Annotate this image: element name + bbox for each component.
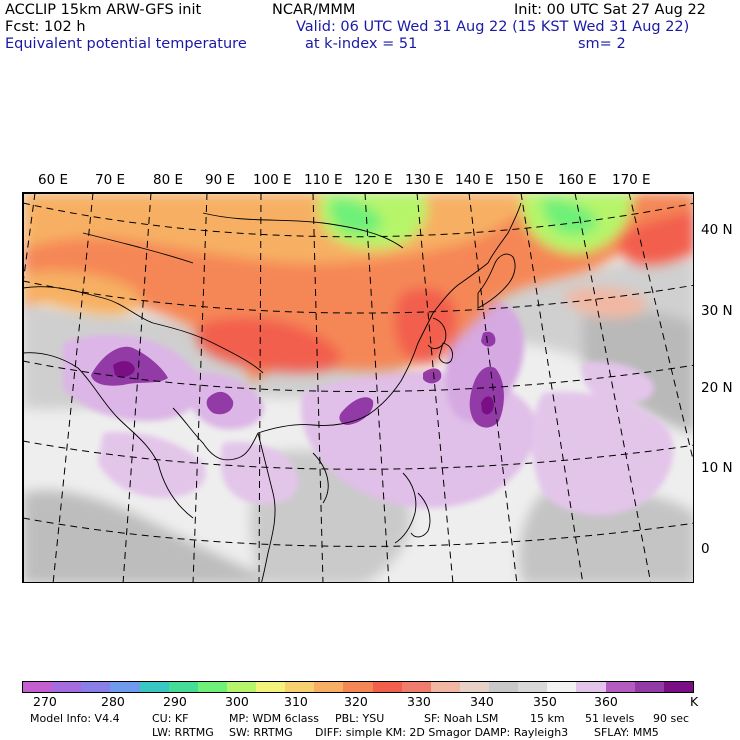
map-frame: [23, 193, 693, 582]
footer-sflay: SFLAY: MM5: [594, 726, 659, 739]
colorbar-swatch: [605, 682, 635, 692]
valid-time: Valid: 06 UTC Wed 31 Aug 22 (15 KST Wed …: [296, 19, 690, 35]
lon-label: 120 E: [354, 172, 393, 188]
colorbar-swatch: [81, 682, 111, 692]
lat-label: 40 N: [701, 222, 733, 238]
footer-lw: LW: RRTMG: [152, 726, 214, 739]
colorbar-swatch: [168, 682, 198, 692]
lon-label: 140 E: [455, 172, 494, 188]
lon-label: 60 E: [38, 172, 68, 188]
footer-mp: MP: WDM 6class: [229, 712, 319, 725]
colorbar-swatch: [430, 682, 460, 692]
lat-label: 30 N: [701, 303, 733, 319]
colorbar-swatch: [256, 682, 286, 692]
colorbar-label: 350: [533, 694, 557, 709]
colorbar-label: 330: [407, 694, 431, 709]
colorbar-swatch: [314, 682, 344, 692]
footer-levels: 51 levels: [585, 712, 635, 725]
init-time: Init: 00 UTC Sat 27 Aug 22: [514, 2, 706, 18]
graticule: [23, 193, 693, 582]
lon-label: 150 E: [505, 172, 544, 188]
colorbar-swatch: [489, 682, 519, 692]
level-info: at k-index = 51: [305, 36, 418, 52]
lat-label: 10 N: [701, 460, 733, 476]
footer-cu: CU: KF: [152, 712, 189, 725]
footer-sf: SF: Noah LSM: [424, 712, 499, 725]
colorbar-swatch: [285, 682, 315, 692]
lon-label: 110 E: [304, 172, 343, 188]
colorbar-swatch: [52, 682, 82, 692]
plot-title: ACCLIP 15km ARW-GFS init: [5, 2, 202, 18]
lon-label: 70 E: [95, 172, 125, 188]
warm-band: [23, 193, 693, 383]
lon-label: 100 E: [253, 172, 292, 188]
colorbar-label: 280: [101, 694, 125, 709]
footer-model-info: Model Info: V4.4: [30, 712, 120, 725]
theta-e-map: [23, 193, 693, 582]
colorbar-swatch: [663, 682, 693, 692]
footer-timestep: 90 sec: [653, 712, 690, 725]
colorbar-label: 300: [225, 694, 249, 709]
colorbar-label: 320: [344, 694, 368, 709]
lon-label: 90 E: [205, 172, 235, 188]
colorbar: [22, 681, 694, 693]
lon-label: 170 E: [612, 172, 651, 188]
field-name: Equivalent potential temperature: [5, 36, 247, 52]
lat-label: 0: [701, 541, 710, 557]
colorbar-swatch: [547, 682, 577, 692]
lat-label: 20 N: [701, 380, 733, 396]
footer-resolution: 15 km: [530, 712, 565, 725]
colorbar-swatch: [197, 682, 227, 692]
footer-sw: SW: RRTMG: [229, 726, 293, 739]
footer-diff: DIFF: simple KM: 2D Smagor DAMP: Rayleig…: [315, 726, 569, 739]
colorbar-swatch: [401, 682, 431, 692]
colorbar-swatch: [139, 682, 169, 692]
colorbar-label: 270: [33, 694, 57, 709]
colorbar-unit: K: [690, 694, 699, 709]
colorbar-swatch: [459, 682, 489, 692]
colorbar-label: 290: [163, 694, 187, 709]
map-panel: [22, 192, 694, 583]
smoothing-info: sm= 2: [578, 36, 626, 52]
colorbar-swatch: [518, 682, 548, 692]
lon-label: 130 E: [405, 172, 444, 188]
colorbar-label: 340: [470, 694, 494, 709]
footer-pbl: PBL: YSU: [335, 712, 385, 725]
colorbar-swatch: [634, 682, 664, 692]
colorbar-label: 310: [284, 694, 308, 709]
lon-label: 160 E: [558, 172, 597, 188]
colorbar-swatch: [343, 682, 373, 692]
colorbar-swatch: [372, 682, 402, 692]
colorbar-swatch: [110, 682, 140, 692]
center-name: NCAR/MMM: [272, 2, 356, 18]
colorbar-swatch: [226, 682, 256, 692]
colorbar-swatch: [23, 682, 53, 692]
colorbar-label: 360: [594, 694, 618, 709]
colorbar-swatch: [576, 682, 606, 692]
forecast-hour: Fcst: 102 h: [5, 19, 86, 35]
coastlines: [23, 202, 522, 582]
lon-label: 80 E: [153, 172, 183, 188]
purple-maxima: [91, 331, 504, 428]
